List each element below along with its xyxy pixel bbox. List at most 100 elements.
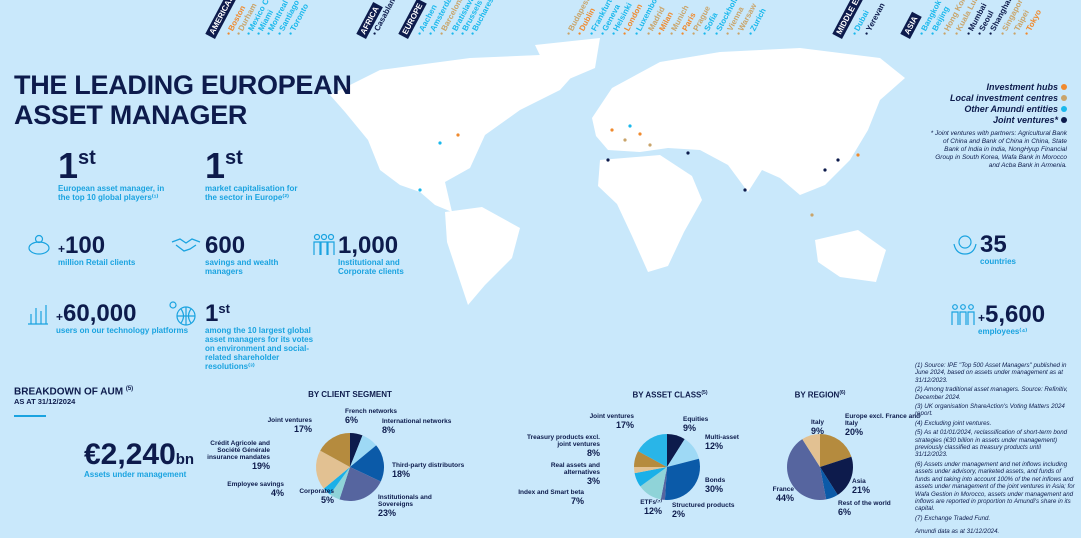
pie-slice xyxy=(634,467,667,487)
aum-value: €2,240 xyxy=(84,438,176,471)
pie-label: Asia 21% xyxy=(852,478,870,495)
pie-label-value: 44% xyxy=(775,493,794,503)
pie-label-category: France xyxy=(772,486,794,493)
globe-hands-icon xyxy=(953,235,977,255)
pie-label-value: 12% xyxy=(705,441,724,451)
pie-slice xyxy=(820,434,852,467)
footnote: (7) Exchange Traded Fund. xyxy=(915,514,991,522)
pie-label-value: 6% xyxy=(345,415,359,425)
pie-slice xyxy=(664,458,700,500)
pie-label-value: 7% xyxy=(570,496,584,506)
pie-title-region: BY REGION(6) xyxy=(760,390,880,400)
pie-label: Multi-asset 12% xyxy=(705,434,739,451)
footnote: Amundi data as at 31/12/2024. xyxy=(915,528,1000,536)
pie-slice xyxy=(350,433,363,467)
aum-heading: BREAKDOWN OF AUM (5) AS AT 31/12/2024 xyxy=(14,386,134,418)
stat-text: countries xyxy=(980,257,1017,266)
pie-label-value: 8% xyxy=(586,448,600,458)
pie-label-category: International networks xyxy=(382,418,452,425)
pie-label: Crédit Agricole and Société Générale ins… xyxy=(194,440,270,471)
legend-item: Other Amundi entities xyxy=(950,104,1067,115)
pie-label: Index and Smart beta 7% xyxy=(518,489,584,506)
map-australia xyxy=(815,230,886,282)
map-south-america xyxy=(445,207,520,305)
pie-label-value: 30% xyxy=(705,484,724,494)
stat-text: employees⁽⁴⁾ xyxy=(978,327,1028,336)
stat-text: among the 10 largest global asset manage… xyxy=(205,326,314,371)
legend-dot-icon xyxy=(1061,117,1067,123)
footnote: (6) Assets under management and net infl… xyxy=(915,460,1075,513)
stat-users: +60,000 users on our technology platform… xyxy=(56,300,188,336)
handshake-icon xyxy=(171,238,201,252)
pie-slice xyxy=(667,434,685,467)
aum-title-sup: (5) xyxy=(125,386,134,392)
chart-icon xyxy=(28,305,48,325)
stat-value: 1 xyxy=(205,145,226,186)
pie-label-category: Joint ventures xyxy=(267,417,312,424)
pie-label-category: Structured products xyxy=(672,502,735,509)
pie-label-category: Corporates xyxy=(299,488,334,495)
pie-label-category: Italy xyxy=(810,419,824,426)
piggy-bank-icon xyxy=(28,234,50,255)
employees-icon xyxy=(951,304,975,325)
pie-label-category: ETFs⁽⁷⁾ xyxy=(640,499,662,506)
map-location-dots xyxy=(418,124,860,217)
pie-label: Treasury products excl. joint ventures 8% xyxy=(524,434,600,458)
pie-slice xyxy=(330,467,350,500)
pie-label-category: Asia xyxy=(852,478,866,485)
pie-label-value: 2% xyxy=(672,509,686,519)
pie-slice xyxy=(820,456,854,495)
aum-date: AS AT 31/12/2024 xyxy=(14,397,76,407)
pie-label: Structured products 2% xyxy=(672,502,734,519)
aum-total: €2,240bn Assets under management xyxy=(84,438,194,480)
pie-label-category: Multi-asset xyxy=(705,434,739,441)
pie-label: Joint ventures 17% xyxy=(590,413,634,430)
pie-label-category: Real assets and alternatives xyxy=(550,462,600,476)
stat-savings: 600 savings and wealth managers xyxy=(205,232,305,277)
pie-label-category: Treasury products excl. joint ventures xyxy=(527,434,600,448)
stat-sup: st xyxy=(78,147,96,169)
pie-label: Equities 9% xyxy=(683,416,708,433)
pie-label-value: 12% xyxy=(643,506,662,516)
pie-label-value: 9% xyxy=(810,426,824,436)
map-eurasia xyxy=(592,48,905,195)
pie-label-category: Third-party distributors xyxy=(392,462,465,469)
pie-title-text: BY ASSET CLASS xyxy=(632,390,702,400)
aum-pie-charts xyxy=(315,433,854,501)
stat-market-cap: 1st market capitalisation for the sector… xyxy=(205,145,305,203)
stat-text: savings and wealth managers xyxy=(205,258,279,276)
aum-caption: Assets under management xyxy=(84,470,187,479)
pie-slice xyxy=(339,467,381,501)
pie-label-value: 8% xyxy=(382,425,396,435)
pie-slice xyxy=(802,434,820,467)
footnote: (2) Among traditional asset managers. So… xyxy=(915,386,1068,401)
pie-label-category: Index and Smart beta xyxy=(518,489,584,496)
pie-title-client-segment: BY CLIENT SEGMENT xyxy=(290,390,410,399)
pie-title-sup: (6) xyxy=(839,390,846,396)
pie-title-text: BY CLIENT SEGMENT xyxy=(308,390,392,399)
pie-slice xyxy=(323,467,350,495)
legend-label: Other Amundi entities xyxy=(964,104,1058,114)
page-title: THE LEADING EUROPEAN ASSET MANAGER xyxy=(14,70,352,130)
pie-label: Italy 9% xyxy=(811,419,824,436)
pie-slice xyxy=(350,435,377,467)
pie-label-value: 18% xyxy=(392,469,411,479)
legend-label: Joint ventures* xyxy=(992,115,1058,125)
joint-venture-note: * Joint ventures with partners: Agricult… xyxy=(930,130,1067,169)
stat-value: 600 xyxy=(205,232,246,259)
pie-label: Corporates 5% xyxy=(299,488,334,505)
pie-label-value: 4% xyxy=(270,488,284,498)
pie-label-category: Rest of the world xyxy=(838,500,891,507)
stat-value: 60,000 xyxy=(63,300,137,327)
pie-slice xyxy=(634,451,667,467)
footnote: (1) Source: IPE "Top 500 Asset Managers"… xyxy=(915,362,1067,384)
pie-slice xyxy=(350,445,384,482)
pie-label-category: Joint ventures xyxy=(589,413,634,420)
stat-text: Institutional and Corporate clients xyxy=(338,258,404,276)
footnote: (3) UK organisation ShareAction's Voting… xyxy=(915,403,1065,418)
footnote: (4) Excluding joint ventures. xyxy=(915,419,992,427)
stat-value: 5,600 xyxy=(985,301,1046,328)
pie-label: Europe excl. France and Italy 20% xyxy=(845,413,921,437)
pie-slice xyxy=(320,433,350,467)
pie-slice xyxy=(667,439,699,467)
